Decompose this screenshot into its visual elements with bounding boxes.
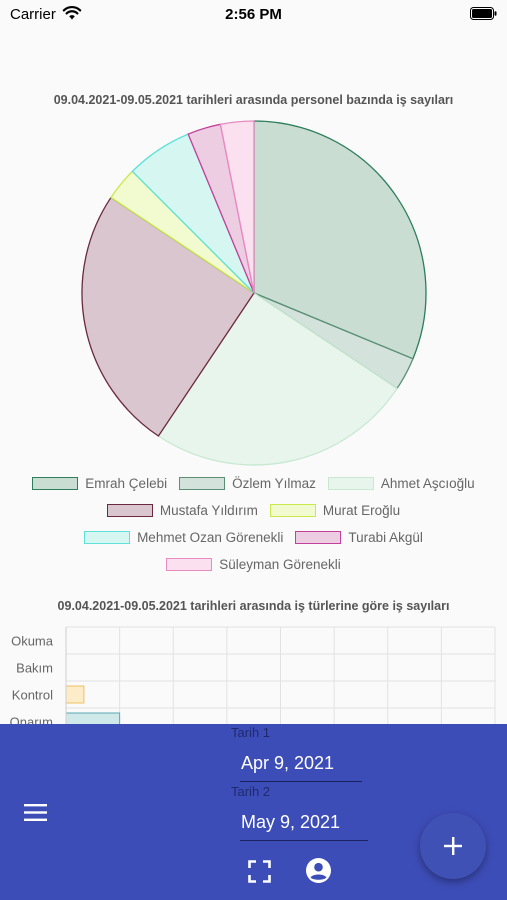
bar-chart-title: 09.04.2021-09.05.2021 tarihleri arasında… [57, 599, 450, 613]
legend-item-mustafa-yildirim[interactable]: Mustafa Yıldırım [106, 503, 258, 518]
legend-swatch [166, 558, 213, 571]
category-label-bakim: Bakım [16, 661, 53, 676]
legend-item-murat-eroglu[interactable]: Murat Eroğlu [269, 503, 401, 518]
bottom-panel [0, 724, 507, 900]
category-label-onarim: Onarım [10, 715, 53, 725]
menu-icon[interactable] [24, 804, 47, 826]
date2-label: Tarih 2 [231, 784, 271, 799]
legend-swatch [179, 477, 226, 490]
legend-item-mehmet-ozan-gorenekli[interactable]: Mehmet Ozan Görenekli [84, 530, 283, 545]
legend-label: Mustafa Yıldırım [159, 503, 258, 518]
legend-row: Mustafa Yıldırım Murat Eroğlu [0, 497, 507, 524]
legend-row: Emrah Çelebi Özlem Yılmaz Ahmet Aşcıoğlu [0, 470, 507, 497]
date1-underline [240, 781, 362, 782]
pie-slice-mustafa-yildirim[interactable] [81, 196, 255, 437]
legend-label: Turabi Akgül [348, 530, 423, 545]
pie-slice-suleyman-gorenekli[interactable] [219, 120, 255, 294]
status-bar: Carrier 2:56 PM [0, 0, 507, 30]
legend-item-ozlem-yilmaz[interactable]: Özlem Yılmaz [179, 476, 316, 491]
pie-chart-title: 09.04.2021-09.05.2021 tarihleri arasında… [53, 93, 454, 107]
legend-item-emrah-celebi[interactable]: Emrah Çelebi [32, 476, 167, 491]
pie-chart-legend: Emrah Çelebi Özlem Yılmaz Ahmet Aşcıoğlu Mu… [0, 470, 507, 578]
pie-slice-ahmet-ascioglu[interactable] [157, 292, 398, 466]
legend-label: Özlem Yılmaz [232, 476, 316, 491]
bar-onarim[interactable] [65, 712, 121, 724]
date2-field[interactable]: May 9, 2021 [241, 812, 341, 832]
legend-label: Süleyman Görenekli [219, 557, 341, 572]
legend-swatch [32, 477, 79, 490]
category-label-okuma: Okuma [11, 634, 54, 649]
legend-row: Süleyman Görenekli [0, 551, 507, 578]
wifi-icon [62, 5, 82, 26]
legend-item-ahmet-ascioglu[interactable]: Ahmet Aşcıoğlu [327, 476, 475, 491]
category-label-kontrol: Kontrol [12, 688, 53, 703]
carrier-label: Carrier [10, 6, 56, 23]
bar-kontrol[interactable] [65, 685, 85, 704]
legend-item-suleyman-gorenekli[interactable]: Süleyman Görenekli [166, 557, 341, 572]
battery-icon [470, 7, 497, 25]
legend-swatch [106, 504, 153, 517]
account-icon[interactable] [305, 857, 332, 889]
clock: 2:56 PM [225, 6, 282, 23]
date1-label: Tarih 1 [231, 725, 271, 740]
legend-item-turabi-akgul[interactable]: Turabi Akgül [295, 530, 423, 545]
fullscreen-icon[interactable] [248, 860, 271, 888]
plus-icon [444, 837, 462, 855]
pie-slice-emrah-celebi[interactable] [253, 120, 427, 360]
add-button[interactable] [420, 813, 486, 879]
legend-swatch [295, 531, 342, 544]
legend-row: Mehmet Ozan Görenekli Turabi Akgül [0, 524, 507, 551]
legend-label: Ahmet Aşcıoğlu [380, 476, 475, 491]
legend-swatch [269, 504, 316, 517]
personnel-pie-chart [81, 120, 427, 466]
legend-label: Mehmet Ozan Görenekli [137, 530, 284, 545]
job-type-bar-chart: Okuma Bakım Kontrol Onarım [10, 626, 496, 725]
date2-underline [240, 840, 368, 841]
legend-swatch [327, 477, 374, 490]
legend-swatch [84, 531, 131, 544]
legend-label: Murat Eroğlu [322, 503, 401, 518]
legend-label: Emrah Çelebi [85, 476, 168, 491]
date1-field[interactable]: Apr 9, 2021 [241, 753, 335, 773]
